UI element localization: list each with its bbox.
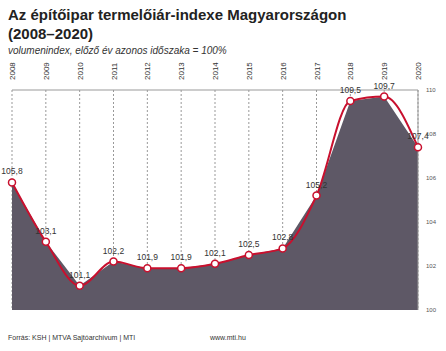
svg-text:101,1: 101,1 [69,270,91,280]
svg-text:104: 104 [426,219,437,225]
svg-text:2013: 2013 [177,62,186,80]
svg-text:2012: 2012 [143,62,152,80]
svg-text:105,8: 105,8 [1,166,23,176]
html-text:www.mti.hu: www.mti.hu [210,334,246,341]
svg-text:2019: 2019 [380,62,389,80]
svg-text:102,5: 102,5 [238,239,260,249]
svg-text:102,1: 102,1 [204,248,226,258]
svg-text:101,9: 101,9 [171,252,193,262]
svg-text:2018: 2018 [346,62,355,80]
svg-text:106: 106 [426,175,437,181]
svg-text:2009: 2009 [42,62,51,80]
svg-text:100: 100 [426,307,437,313]
svg-text:107,4: 107,4 [407,131,429,141]
html-text:Az építőipar termelőiár-indexe: Az építőipar termelőiár-indexe Magyarors… [8,6,347,42]
svg-text:102,8: 102,8 [272,232,294,242]
svg-text:102: 102 [426,263,437,269]
svg-text:102,2: 102,2 [103,246,125,256]
svg-text:2020: 2020 [414,62,423,80]
svg-text:101,9: 101,9 [137,252,159,262]
svg-text:108: 108 [426,131,436,138]
svg-text:2014: 2014 [211,62,220,80]
svg-text:105,2: 105,2 [306,180,328,190]
svg-text:103,1: 103,1 [35,226,57,236]
html-text:Forrás: KSH | MTVA Sajtóarchív: Forrás: KSH | MTVA Sajtóarchívum | MTI [8,334,136,341]
svg-text:2016: 2016 [279,62,288,80]
svg-text:110: 110 [426,87,436,93]
svg-text:109,7: 109,7 [374,81,396,91]
svg-text:109,5: 109,5 [340,85,362,95]
svg-text:2015: 2015 [245,62,254,80]
svg-text:2017: 2017 [313,62,322,80]
svg-text:2010: 2010 [76,62,85,80]
svg-text:2008: 2008 [8,62,17,80]
html-text:volumenindex, előző év azonos: volumenindex, előző év azonos időszaka =… [8,45,227,56]
svg-text:2011: 2011 [110,62,119,80]
